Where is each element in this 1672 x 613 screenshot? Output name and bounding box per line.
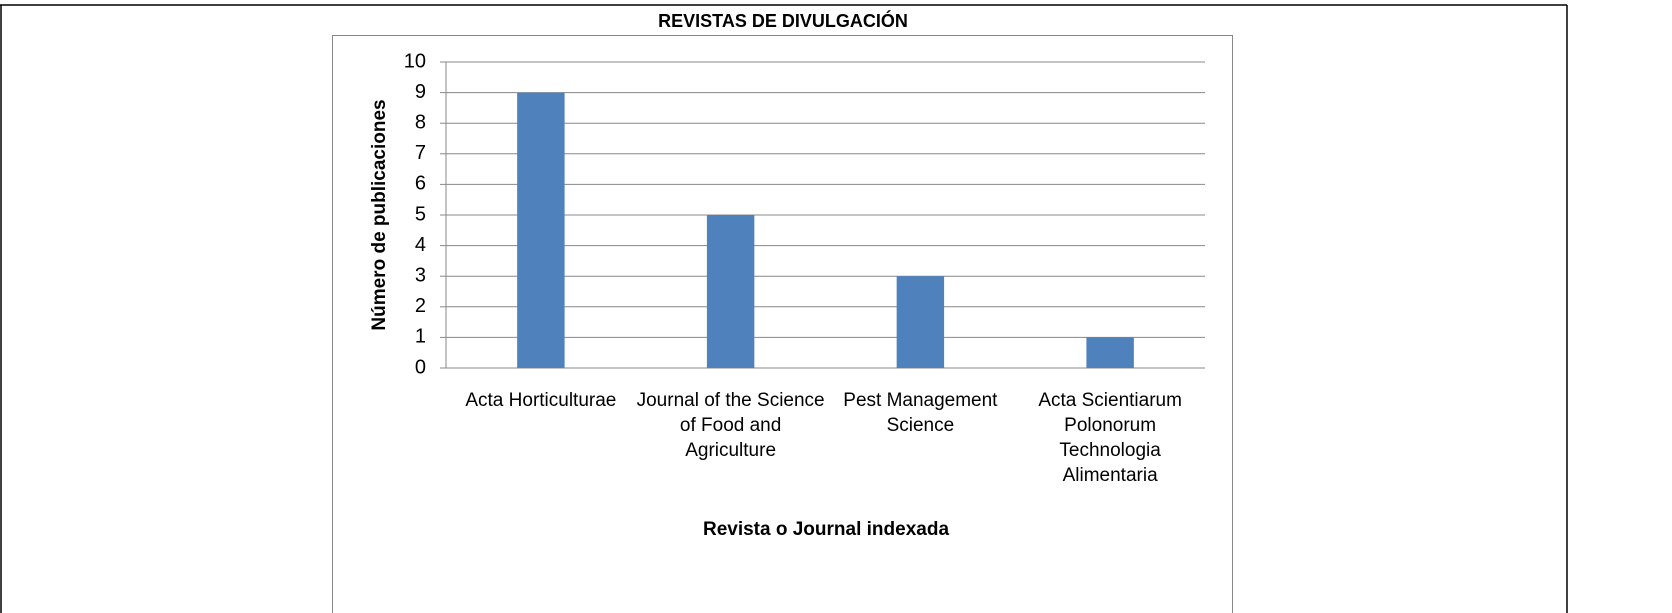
y-tick-label: 6 bbox=[415, 173, 426, 195]
chart-title: REVISTAS DE DIVULGACIÓN bbox=[658, 10, 908, 31]
bar bbox=[1086, 337, 1134, 368]
y-tick-label: 10 bbox=[404, 50, 426, 72]
x-tick-label: Acta Horticulturae bbox=[465, 390, 617, 411]
x-tick-label: Pest Management Science bbox=[843, 390, 998, 436]
y-tick-label: 1 bbox=[415, 326, 426, 348]
y-tick-label: 3 bbox=[415, 264, 426, 286]
y-tick-label: 5 bbox=[415, 203, 426, 225]
y-tick-label: 0 bbox=[415, 356, 426, 378]
x-tick-label: Acta Scientiarum Polonorum Technologia A… bbox=[1038, 390, 1182, 486]
bar bbox=[896, 276, 945, 368]
bar bbox=[517, 92, 565, 368]
y-tick-label: 7 bbox=[415, 142, 426, 164]
y-tick-label: 4 bbox=[415, 234, 426, 256]
x-axis-title: Revista o Journal indexada bbox=[703, 519, 949, 540]
chart-frame bbox=[332, 35, 1233, 613]
y-tick-label: 2 bbox=[415, 295, 426, 317]
x-tick-label: Journal of the Science of Food and Agric… bbox=[636, 390, 825, 461]
bar bbox=[706, 215, 755, 368]
y-axis-title: Número de publicaciones bbox=[369, 99, 390, 330]
y-tick-label: 8 bbox=[415, 111, 426, 133]
y-tick-label: 9 bbox=[415, 81, 426, 103]
